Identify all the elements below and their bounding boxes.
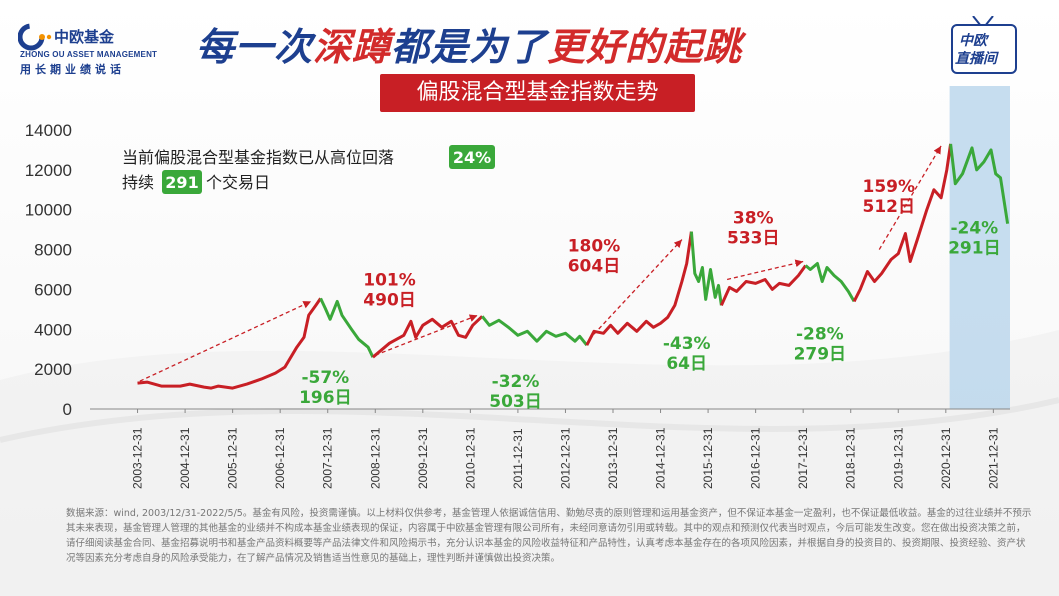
y-tick-label: 14000 bbox=[25, 121, 72, 140]
y-tick-label: 4000 bbox=[34, 320, 72, 339]
y-tick-label: 6000 bbox=[34, 280, 72, 299]
badge-line-2: 直播间 bbox=[955, 51, 997, 67]
badge-line-1: 中欧 bbox=[959, 33, 987, 49]
highlight-band bbox=[949, 86, 1010, 409]
x-tick-label: 2017-12-31 bbox=[796, 427, 810, 489]
trend-arrow bbox=[375, 314, 478, 356]
annotation-percent: -28% bbox=[796, 324, 844, 344]
trend-arrow bbox=[878, 145, 942, 250]
headline-part-4: 更好的起跳 bbox=[547, 25, 743, 69]
falling-segment bbox=[689, 231, 723, 306]
x-tick-label: 2012-12-31 bbox=[558, 427, 572, 489]
annotation-days: 196日 bbox=[299, 388, 352, 408]
callout-value-1: 24% bbox=[453, 148, 491, 167]
chart-title: 偏股混合型基金指数走势 bbox=[380, 74, 695, 112]
annotation-days: 512日 bbox=[863, 197, 916, 217]
annotation-percent: -32% bbox=[492, 372, 540, 392]
rising-segment bbox=[371, 315, 484, 359]
x-tick-label: 2016-12-31 bbox=[749, 427, 763, 489]
falling-segment bbox=[481, 315, 588, 347]
falling-segment bbox=[319, 297, 375, 358]
rising-segment bbox=[585, 231, 693, 346]
x-tick-label: 2011-12-31 bbox=[511, 428, 525, 489]
logo-mark-icon bbox=[18, 23, 52, 51]
annotation-days: 291日 bbox=[948, 239, 1001, 259]
annotation-days: 279日 bbox=[794, 344, 847, 364]
annotation-percent: 38% bbox=[733, 209, 774, 229]
x-tick-label: 2010-12-31 bbox=[463, 427, 477, 489]
headline-part-3: 都是为了 bbox=[391, 25, 548, 69]
x-tick-label: 2019-12-31 bbox=[891, 427, 905, 489]
logo-chinese-name: 中欧基金 bbox=[54, 28, 115, 46]
annotation-days: 490日 bbox=[363, 290, 416, 310]
annotation-percent: -43% bbox=[663, 334, 711, 354]
logo-english-name: ZHONG OU ASSET MANAGEMENT bbox=[20, 50, 158, 59]
headline: 每一次深蹲都是为了更好的起跳 bbox=[196, 16, 742, 71]
x-tick-label: 2008-12-31 bbox=[368, 427, 382, 489]
rising-segment bbox=[852, 143, 953, 303]
callout-value-2: 291 bbox=[165, 173, 198, 192]
annotation-days: 533日 bbox=[727, 229, 780, 249]
callout-line-2-suffix: 个交易日 bbox=[206, 173, 270, 192]
headline-part-1: 每一次 bbox=[196, 25, 314, 69]
annotation-percent: -24% bbox=[950, 219, 998, 239]
annotation-days: 64日 bbox=[666, 354, 707, 374]
x-tick-label: 2018-12-31 bbox=[844, 427, 858, 489]
x-tick-label: 2004-12-31 bbox=[178, 427, 192, 489]
y-tick-label: 8000 bbox=[34, 241, 72, 260]
y-tick-label: 0 bbox=[63, 400, 72, 419]
annotation-percent: 101% bbox=[363, 270, 416, 290]
callout-line-2-prefix: 持续 bbox=[122, 173, 154, 192]
annotation-percent: 180% bbox=[568, 237, 621, 257]
annotation-days: 503日 bbox=[489, 392, 542, 412]
y-tick-label: 10000 bbox=[25, 201, 72, 220]
falling-segment bbox=[804, 262, 856, 303]
tv-frame-icon bbox=[951, 24, 1017, 74]
annotation-percent: -57% bbox=[301, 368, 349, 388]
brand-logo: 中欧基金 ZHONG OU ASSET MANAGEMENT 用长期业绩说话 bbox=[18, 14, 188, 76]
x-tick-label: 2015-12-31 bbox=[701, 427, 715, 489]
callout-value-1-box bbox=[449, 145, 495, 169]
x-tick-label: 2005-12-31 bbox=[226, 427, 240, 489]
x-tick-label: 2014-12-31 bbox=[654, 427, 668, 489]
x-tick-label: 2021-12-31 bbox=[986, 427, 1000, 489]
trend-arrow bbox=[726, 259, 804, 281]
disclaimer-text: 数据来源：wind, 2003/12/31-2022/5/5。基金有风险，投资需… bbox=[66, 508, 1032, 564]
x-tick-label: 2003-12-31 bbox=[131, 427, 145, 489]
live-room-badge: 中欧 直播间 bbox=[947, 16, 1019, 76]
x-tick-label: 2007-12-31 bbox=[321, 427, 335, 489]
annotation-percent: 159% bbox=[862, 177, 915, 197]
x-tick-label: 2009-12-31 bbox=[416, 427, 430, 489]
callout-line-1: 当前偏股混合型基金指数已从高位回落 bbox=[122, 148, 394, 167]
rising-segment bbox=[137, 297, 322, 390]
x-tick-label: 2006-12-31 bbox=[273, 427, 287, 489]
y-tick-label: 12000 bbox=[25, 161, 72, 180]
rising-segment bbox=[720, 264, 807, 307]
callout-value-2-box bbox=[162, 170, 202, 194]
trend-arrow bbox=[139, 300, 312, 382]
x-tick-label: 2020-12-31 bbox=[939, 427, 953, 489]
y-tick-label: 2000 bbox=[34, 360, 72, 379]
trend-arrow bbox=[588, 239, 683, 340]
annotation-days: 604日 bbox=[568, 257, 621, 277]
x-tick-label: 2013-12-31 bbox=[606, 427, 620, 489]
falling-segment bbox=[949, 143, 1010, 224]
logo-slogan: 用长期业绩说话 bbox=[20, 63, 125, 76]
headline-part-2: 深蹲 bbox=[313, 25, 392, 69]
